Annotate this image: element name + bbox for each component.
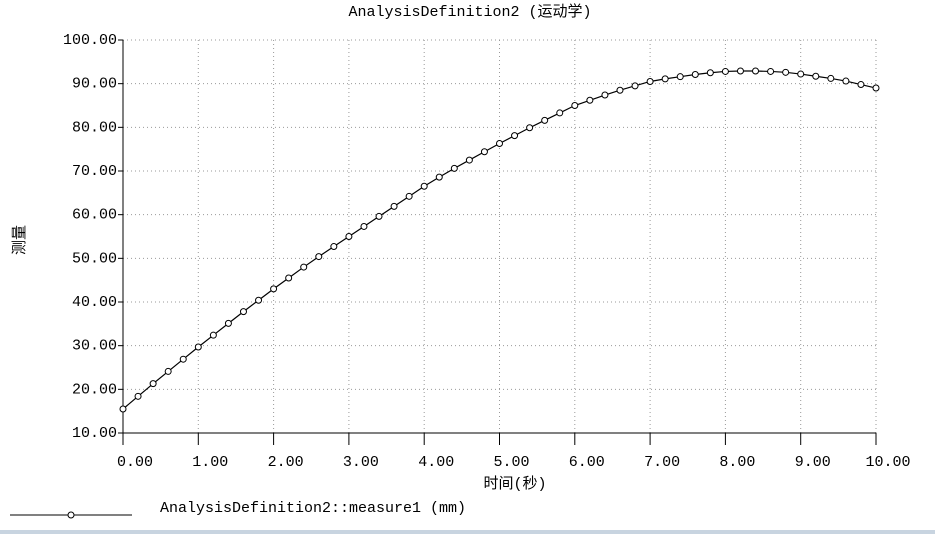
point [270, 285, 278, 293]
point [360, 222, 368, 230]
legend-label: AnalysisDefinition2::measure1 (mm) [160, 500, 466, 517]
point [330, 243, 338, 251]
legend-marker [67, 511, 75, 519]
point [706, 69, 714, 77]
point [661, 75, 669, 83]
point [511, 132, 519, 140]
series-line [122, 70, 877, 410]
point [827, 74, 835, 82]
x-tick-label: 7.00 [644, 454, 680, 471]
point [842, 77, 850, 85]
point [450, 164, 458, 172]
point [631, 82, 639, 90]
point [797, 70, 805, 78]
point [224, 319, 232, 327]
y-tick-label: 50.00 [72, 250, 117, 267]
point [119, 405, 127, 413]
point [496, 139, 503, 147]
x-tick-label: 1.00 [192, 454, 228, 471]
y-tick-label: 10.00 [72, 425, 117, 442]
bottom-strip [0, 530, 935, 534]
point [315, 253, 323, 261]
point [390, 202, 398, 210]
point [405, 192, 413, 200]
point [752, 67, 760, 75]
y-tick-label: 40.00 [72, 294, 117, 311]
point [435, 173, 443, 181]
point [134, 392, 142, 400]
point [239, 308, 247, 316]
point [345, 233, 353, 240]
y-tick-label: 90.00 [72, 76, 117, 93]
x-tick-label: 3.00 [343, 454, 379, 471]
point [164, 367, 172, 375]
point [872, 84, 880, 92]
point [782, 68, 790, 76]
point [420, 182, 428, 190]
chart-title: AnalysisDefinition2 (运动学) [348, 3, 591, 21]
x-tick-label: 6.00 [569, 454, 605, 471]
point [616, 86, 624, 94]
x-tick-label: 10.00 [865, 454, 910, 471]
y-tick-label: 20.00 [72, 381, 117, 398]
point [209, 331, 217, 339]
x-tick-label: 5.00 [493, 454, 529, 471]
point [691, 70, 699, 78]
x-tick-label: 4.00 [418, 454, 454, 471]
point [149, 380, 157, 388]
point [767, 67, 775, 75]
y-tick-label: 30.00 [72, 338, 117, 355]
point [556, 109, 564, 117]
point [676, 73, 684, 81]
y-tick-label: 80.00 [72, 119, 117, 136]
point [375, 212, 383, 220]
x-tick-label: 2.00 [268, 454, 304, 471]
y-axis-label: 测量 [11, 225, 29, 255]
point [480, 148, 488, 156]
x-axis-label: 时间(秒) [483, 475, 546, 493]
point [586, 96, 594, 104]
point [194, 343, 202, 351]
point [601, 91, 609, 99]
point [736, 67, 744, 75]
x-tick-label: 0.00 [117, 454, 153, 471]
point [812, 72, 820, 80]
point [285, 274, 293, 282]
point [857, 81, 865, 89]
y-tick-label: 70.00 [72, 163, 117, 180]
point [721, 67, 729, 75]
y-tick-label: 100.00 [63, 32, 117, 49]
y-tick-label: 60.00 [72, 207, 117, 224]
point [646, 77, 654, 85]
point [255, 296, 263, 304]
point [571, 102, 579, 109]
point [541, 116, 549, 124]
point [526, 124, 534, 132]
point [465, 156, 473, 164]
x-tick-label: 8.00 [719, 454, 755, 471]
point [300, 263, 308, 271]
x-tick-label: 9.00 [795, 454, 831, 471]
point [179, 355, 187, 363]
